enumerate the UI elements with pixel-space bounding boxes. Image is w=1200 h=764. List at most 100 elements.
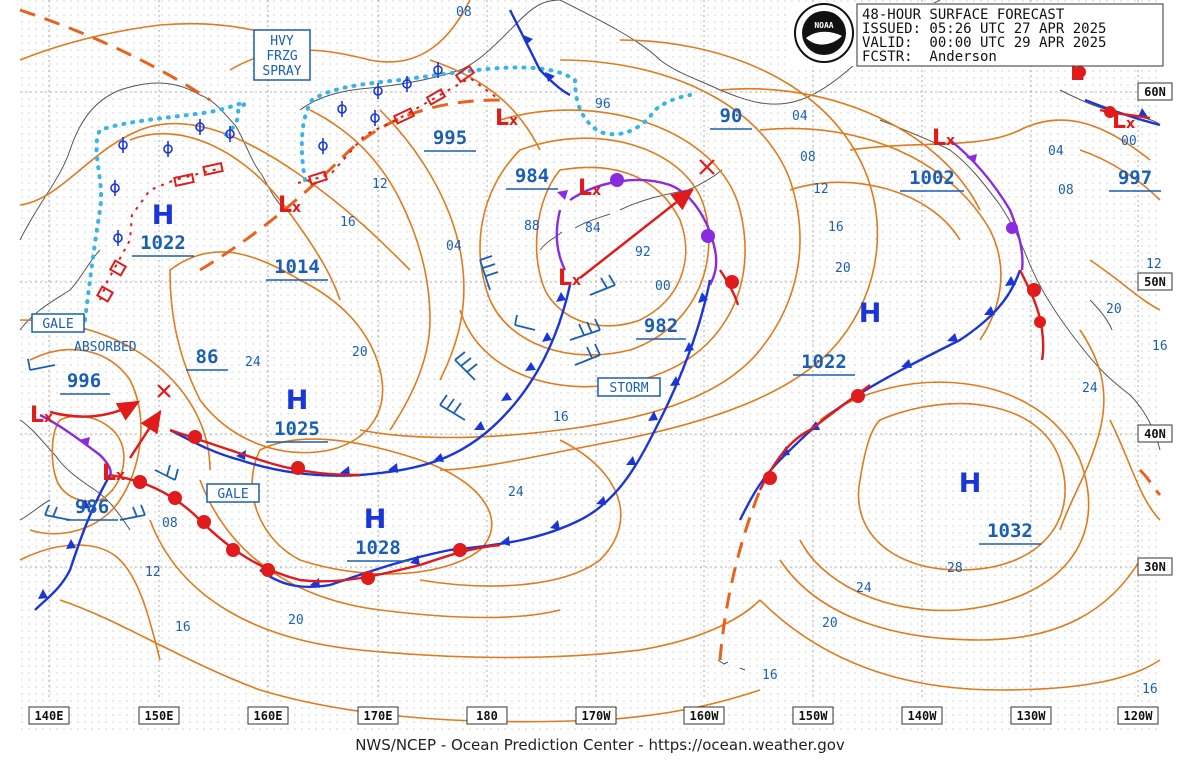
- low-pressure-icon: L: [558, 266, 572, 291]
- occluded-front-symbols: [79, 154, 1018, 446]
- isobar-label: 96: [595, 97, 611, 112]
- wind-barb-icon: [44, 504, 71, 521]
- svg-text:160E: 160E: [254, 709, 283, 723]
- isobar-label: 24: [1082, 381, 1098, 396]
- svg-text:40N: 40N: [1144, 427, 1166, 441]
- svg-text:x: x: [1126, 116, 1135, 132]
- isobar-labels: 08 96 04 08 12 16 20 12 16 04 88 84 92 0…: [145, 5, 1168, 697]
- wind-barb-icon: [589, 274, 616, 296]
- low-position-markers: [157, 159, 715, 398]
- pressure-labels: 1014 86 90 982: [186, 105, 752, 371]
- svg-text:x: x: [44, 410, 53, 426]
- high-pressure-value: 1032: [987, 520, 1033, 542]
- svg-text:x: x: [509, 113, 518, 129]
- isobar-label: 04: [792, 109, 808, 124]
- isobar-label: 28: [947, 561, 963, 576]
- freezing-spray-icon: [195, 119, 205, 135]
- ice-edge: [83, 65, 692, 322]
- high-pressure-center: H 1032: [959, 468, 1041, 545]
- low-pressure-value: 984: [515, 165, 549, 187]
- isobar-label: 12: [145, 565, 161, 580]
- wind-barb-icon: [119, 504, 146, 521]
- isobar-label: 00: [1121, 134, 1137, 149]
- high-pressure-value: 1025: [274, 418, 320, 440]
- wind-barb-icon: [454, 351, 478, 381]
- low-pressure-value: 995: [433, 127, 467, 149]
- forecast-header: NOAA 48-HOUR SURFACE FORECAST ISSUED: 05…: [790, 3, 1170, 67]
- longitude-labels: 140E 150E 160E 170E 180 170W 160W 150W 140W 130W 1…: [28, 706, 1159, 725]
- low-pressure-icon: L: [495, 106, 509, 131]
- high-pressure-icon: H: [959, 468, 982, 499]
- latitude-label: 50N: [1137, 272, 1173, 291]
- longitude-label: 120W: [1117, 706, 1159, 725]
- svg-text:50N: 50N: [1144, 275, 1166, 289]
- low-pressure-icon: L: [30, 403, 44, 428]
- latitude-label: 30N: [1137, 557, 1173, 576]
- low-pressure-icon: L: [1112, 109, 1126, 134]
- isobar-label: 12: [1146, 257, 1162, 272]
- high-pressure-icon: H: [152, 200, 175, 231]
- freezing-spray-icon: [110, 180, 120, 196]
- freezing-spray-icon: [402, 76, 412, 92]
- freezing-spray-icon: [337, 101, 347, 117]
- freezing-spray-symbols: [110, 62, 443, 246]
- wind-barb-icon: [479, 255, 499, 291]
- svg-text:140E: 140E: [35, 709, 64, 723]
- svg-text:170E: 170E: [364, 709, 393, 723]
- svg-text:120W: 120W: [1124, 709, 1154, 723]
- latitude-labels: 60N 50N 40N 30N: [1137, 82, 1173, 576]
- isobar-label: 20: [288, 613, 304, 628]
- footer-credit: NWS/NCEP - Ocean Prediction Center - htt…: [355, 736, 845, 754]
- storm-track-arrow-icon: [128, 409, 162, 459]
- high-pressure-value: 1022: [140, 232, 186, 254]
- svg-text:HVY: HVY: [270, 34, 294, 49]
- pressure-label: 86: [196, 346, 219, 368]
- longitude-label: 170E: [357, 706, 399, 725]
- svg-text:180: 180: [476, 709, 498, 723]
- storm-warning: STORM: [597, 377, 661, 397]
- latitude-label: 60N: [1137, 82, 1173, 101]
- noaa-logo: NOAA: [794, 3, 854, 63]
- storm-track-arrow-icon: [579, 188, 694, 279]
- svg-text:x: x: [292, 200, 301, 216]
- isobar-label: 92: [635, 245, 651, 260]
- wind-barb-icon: [27, 358, 56, 371]
- wind-barb-icon: [514, 314, 536, 331]
- isobar-label: 24: [856, 581, 872, 596]
- longitude-label: 150W: [792, 706, 834, 725]
- latitude-label: 40N: [1137, 424, 1173, 443]
- isobar-label: 24: [245, 355, 261, 370]
- svg-text:GALE: GALE: [42, 317, 73, 332]
- low-pressure-value: 986: [75, 496, 109, 518]
- isobar-label: 16: [828, 220, 844, 235]
- svg-text:160W: 160W: [690, 709, 720, 723]
- isobar-label: 84: [585, 221, 601, 236]
- isobar-label: 24: [508, 485, 524, 500]
- isobar-label: 00: [655, 279, 671, 294]
- isobar-label: 20: [822, 616, 838, 631]
- warm-front-semicircles: [133, 66, 1116, 585]
- svg-text:STORM: STORM: [609, 381, 648, 396]
- isobar-label: 12: [372, 177, 388, 192]
- wind-barbs: [27, 255, 616, 521]
- isobar-label: 16: [340, 215, 356, 230]
- low-pressure-icon: L: [278, 193, 292, 218]
- svg-text:x: x: [116, 468, 125, 484]
- storm-track-arrows: [49, 188, 694, 459]
- longitude-label: 140E: [28, 706, 70, 725]
- pressure-label: 1014: [274, 256, 320, 278]
- warning-labels: HVY FRZG SPRAY GALE ABSORBED STORM GALE: [31, 29, 661, 503]
- svg-text:170W: 170W: [582, 709, 612, 723]
- longitude-label: 160E: [247, 706, 289, 725]
- isobar-label: 08: [162, 516, 178, 531]
- high-centers: H 1022 H 1025 H 1028 H 1022 H 1032: [132, 200, 1041, 562]
- low-pressure-icon: L: [1070, 61, 1084, 86]
- header-issued: ISSUED: 05:26 UTC 27 APR 2025: [862, 21, 1106, 37]
- freezing-spray-icon: [318, 138, 328, 154]
- freezing-spray-icon: [373, 83, 383, 99]
- svg-text:140W: 140W: [908, 709, 938, 723]
- wind-barb-icon: [154, 464, 179, 481]
